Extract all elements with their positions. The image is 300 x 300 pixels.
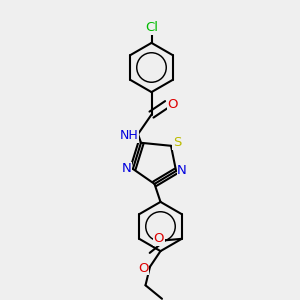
Text: N: N [122,162,132,176]
Text: N: N [177,164,187,178]
Text: O: O [154,232,164,245]
Text: S: S [173,136,181,149]
Text: NH: NH [120,129,138,142]
Text: O: O [167,98,178,111]
Text: O: O [138,262,149,275]
Text: Cl: Cl [145,21,158,34]
